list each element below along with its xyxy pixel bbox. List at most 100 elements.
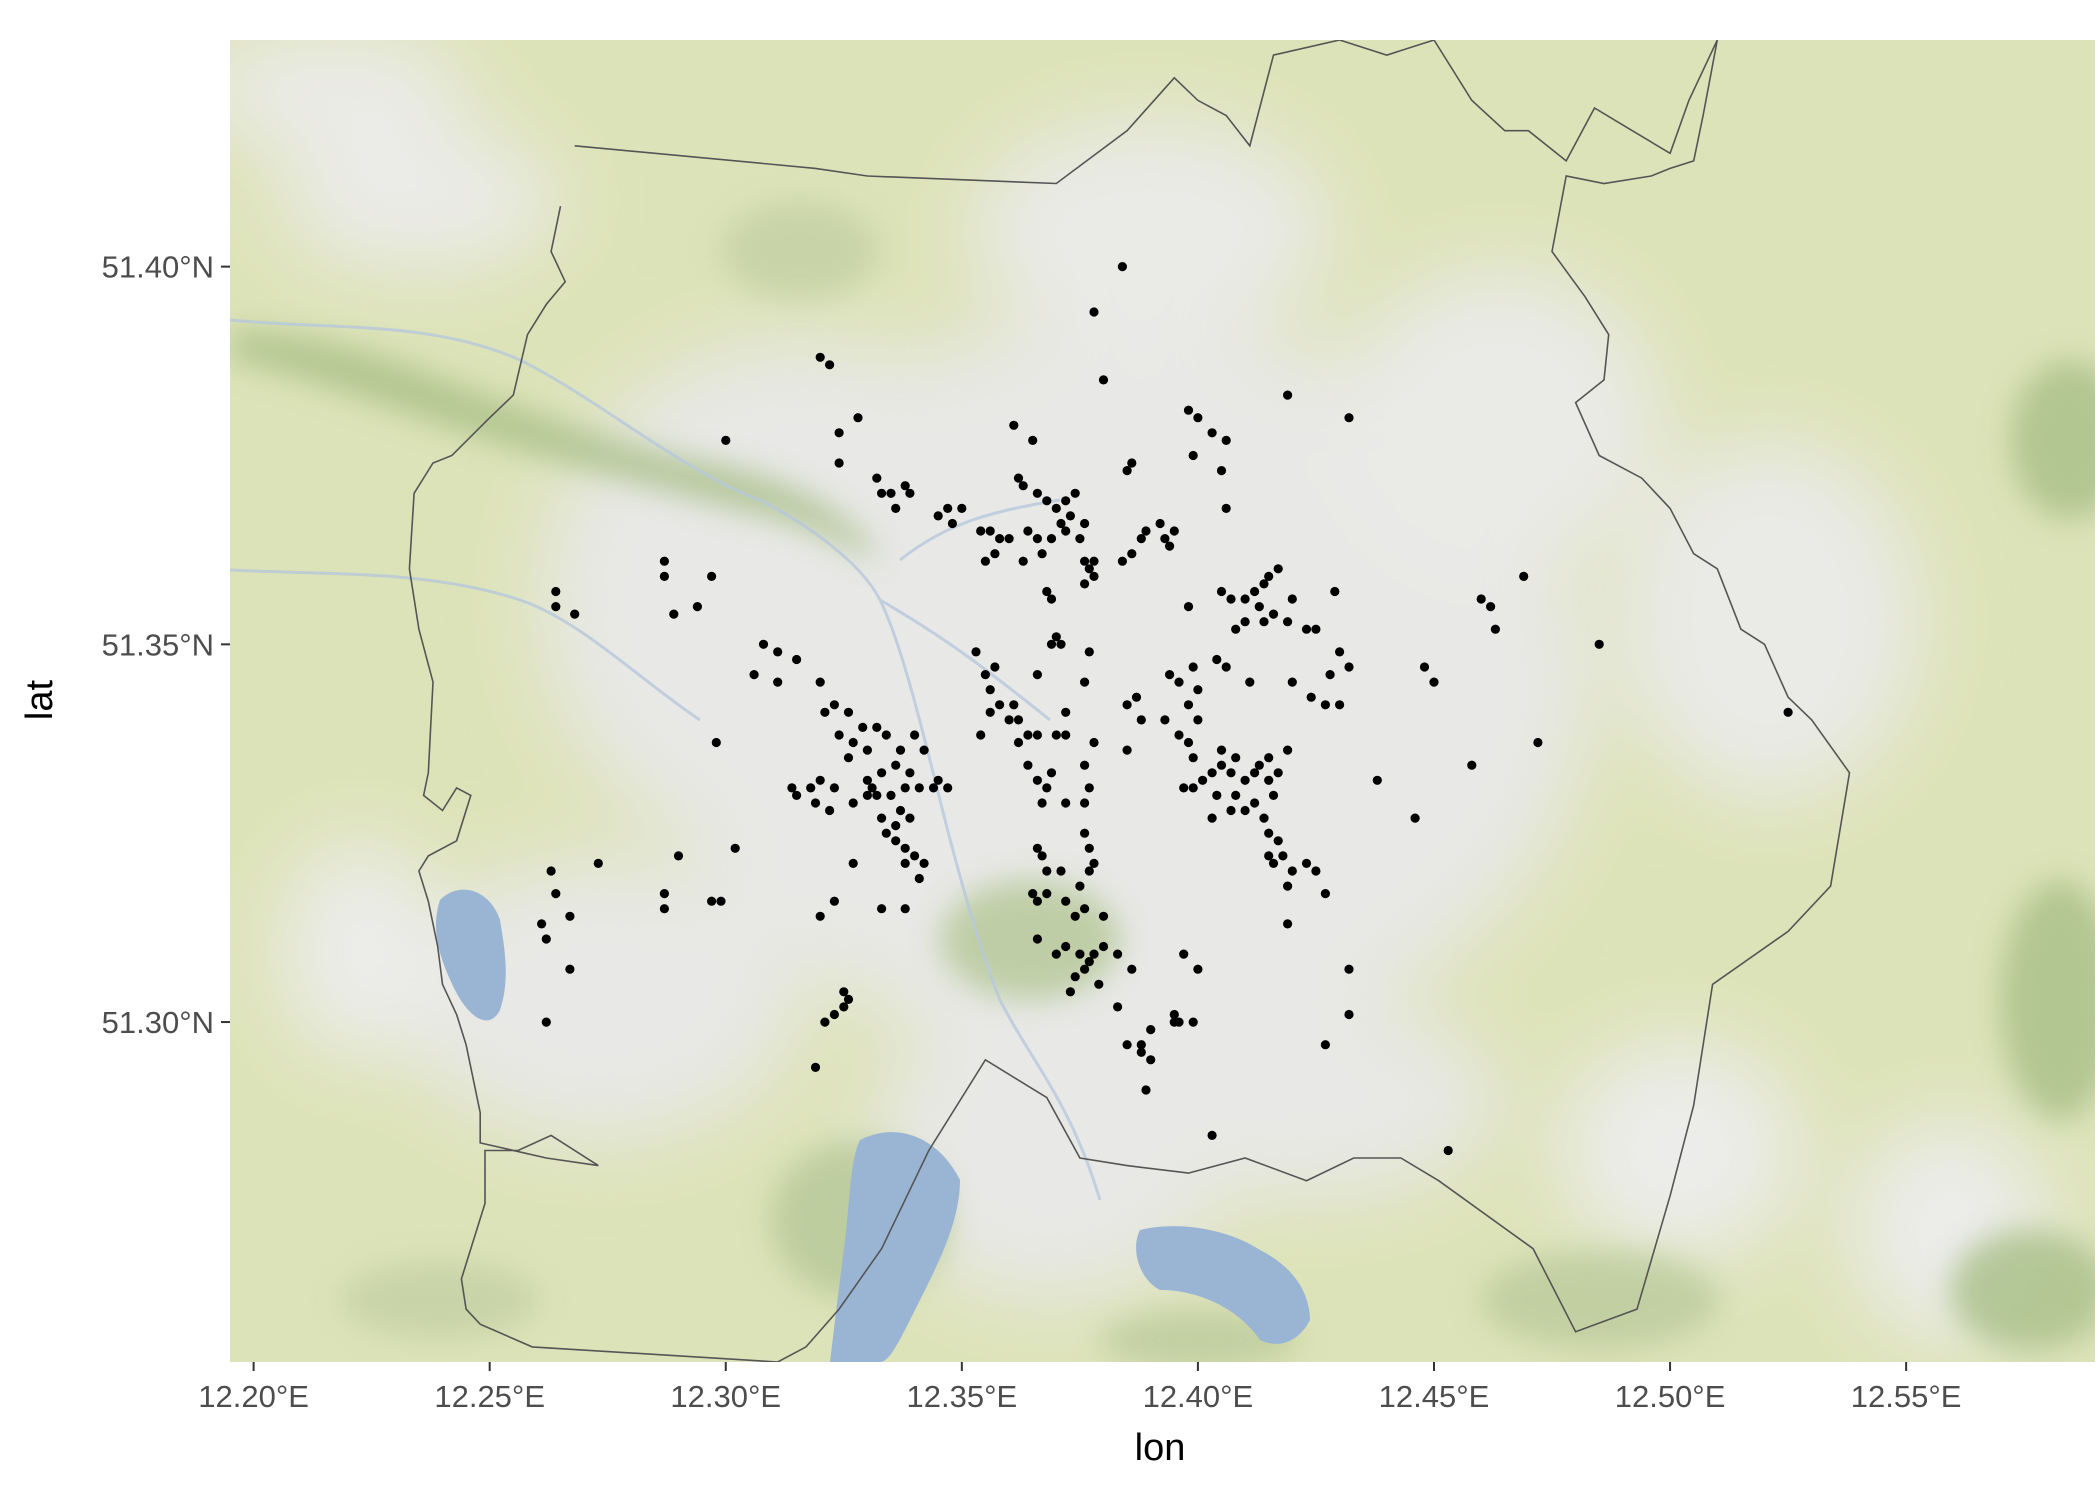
data-point	[1429, 677, 1439, 687]
data-point	[976, 730, 986, 740]
data-point	[1268, 858, 1279, 869]
data-point	[1231, 753, 1241, 763]
data-point	[1311, 624, 1321, 634]
data-point	[1174, 730, 1184, 740]
data-point	[1023, 760, 1033, 770]
basemap-layer	[230, 40, 2095, 1362]
data-point	[933, 511, 943, 521]
data-point	[1131, 692, 1142, 702]
data-point	[900, 858, 910, 869]
data-point	[910, 851, 920, 861]
data-point	[1080, 556, 1090, 566]
x-tick-label: 12.45°E	[1379, 1379, 1490, 1414]
data-point	[843, 707, 854, 717]
y-tick-label: 51.30°N	[102, 1005, 214, 1040]
data-points	[537, 262, 1793, 1156]
data-point	[829, 783, 840, 793]
data-point	[1084, 564, 1094, 574]
data-point	[1080, 760, 1090, 770]
data-point	[593, 858, 603, 869]
data-point	[1032, 843, 1042, 853]
data-point	[1122, 745, 1132, 755]
data-point	[792, 654, 802, 665]
data-point	[1113, 1002, 1123, 1012]
data-point	[1051, 503, 1061, 513]
data-point	[1207, 813, 1217, 823]
data-point	[1141, 526, 1151, 536]
data-point	[1122, 1040, 1132, 1050]
data-point	[985, 707, 995, 717]
data-point	[1018, 481, 1028, 491]
data-point	[1216, 586, 1227, 597]
data-point	[891, 821, 901, 831]
data-point	[1231, 790, 1241, 801]
data-point	[1410, 813, 1420, 823]
data-point	[1155, 518, 1165, 529]
data-point	[1330, 586, 1340, 597]
data-point	[669, 609, 679, 619]
data-point	[773, 677, 783, 687]
data-point	[1207, 1130, 1217, 1140]
data-point	[1226, 805, 1236, 816]
data-point	[1127, 458, 1137, 468]
data-point	[1273, 836, 1283, 846]
data-point	[659, 889, 670, 899]
data-point	[881, 828, 891, 838]
x-tick-label: 12.30°E	[670, 1379, 781, 1414]
data-point	[1042, 496, 1052, 506]
data-point	[1136, 1047, 1146, 1057]
data-point	[1250, 586, 1260, 597]
data-point	[1335, 647, 1345, 657]
data-point	[872, 722, 882, 733]
data-point	[834, 428, 844, 438]
data-point	[1051, 949, 1061, 959]
data-point	[919, 745, 929, 755]
data-point	[815, 677, 825, 687]
data-point	[1089, 307, 1099, 317]
data-point	[1287, 594, 1297, 604]
data-point	[1212, 654, 1222, 665]
data-point	[1174, 677, 1184, 687]
data-point	[1032, 775, 1042, 785]
data-point	[980, 556, 991, 566]
data-point	[1113, 949, 1123, 959]
data-point	[1250, 768, 1260, 778]
data-point	[947, 518, 958, 529]
data-point	[848, 737, 858, 748]
data-point	[1098, 941, 1109, 952]
data-point	[985, 526, 995, 536]
basemap-lakes	[435, 889, 1310, 1362]
data-point	[839, 987, 849, 997]
data-point	[1080, 798, 1090, 808]
data-point	[862, 790, 873, 801]
data-point	[1311, 866, 1321, 876]
data-point	[858, 722, 868, 733]
data-point	[1122, 466, 1132, 476]
data-point	[957, 503, 967, 513]
data-point	[900, 843, 910, 853]
data-point	[877, 904, 887, 914]
data-point	[1146, 1055, 1156, 1065]
data-point	[1061, 896, 1071, 906]
data-point	[900, 481, 910, 491]
data-point	[910, 730, 920, 740]
data-point	[1013, 473, 1024, 483]
data-point	[551, 586, 561, 597]
data-point	[1212, 790, 1222, 801]
data-point	[1193, 413, 1203, 423]
data-point	[1042, 586, 1052, 597]
data-point	[1283, 390, 1293, 400]
data-point	[1419, 662, 1430, 672]
data-point	[914, 783, 924, 793]
data-point	[1273, 564, 1283, 574]
data-point	[551, 889, 561, 899]
data-point	[1490, 624, 1500, 634]
data-point	[891, 760, 901, 770]
data-point	[1028, 435, 1038, 445]
data-point	[995, 534, 1005, 544]
data-point	[1268, 790, 1279, 801]
data-point	[1335, 700, 1345, 710]
data-point	[792, 790, 802, 801]
data-point	[1032, 934, 1042, 944]
